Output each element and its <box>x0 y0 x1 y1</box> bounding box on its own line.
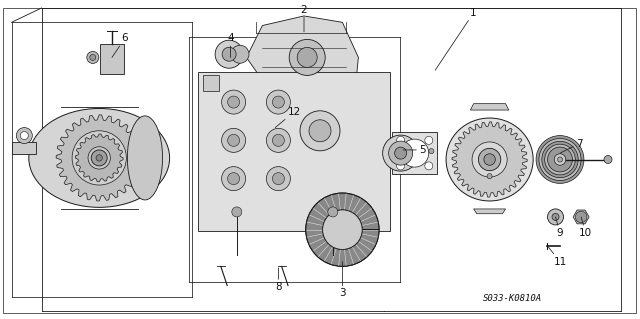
Circle shape <box>328 207 338 217</box>
Circle shape <box>221 90 246 114</box>
Circle shape <box>487 174 492 179</box>
Circle shape <box>90 55 96 60</box>
Circle shape <box>536 136 584 183</box>
Text: 10: 10 <box>579 217 592 238</box>
Circle shape <box>289 40 325 75</box>
Polygon shape <box>470 104 509 110</box>
Polygon shape <box>452 122 527 197</box>
Circle shape <box>232 207 242 217</box>
Circle shape <box>228 134 239 146</box>
Circle shape <box>395 147 406 159</box>
Text: 1: 1 <box>435 8 477 70</box>
Circle shape <box>397 136 404 145</box>
Text: 6: 6 <box>112 33 128 57</box>
Circle shape <box>604 155 612 164</box>
Circle shape <box>222 47 236 61</box>
Circle shape <box>266 90 291 114</box>
Circle shape <box>554 154 566 165</box>
Circle shape <box>231 45 249 63</box>
Circle shape <box>539 138 581 181</box>
Circle shape <box>72 131 126 185</box>
Circle shape <box>425 162 433 170</box>
Text: 7: 7 <box>560 138 582 153</box>
Circle shape <box>557 157 563 162</box>
Polygon shape <box>246 16 358 102</box>
Circle shape <box>273 173 284 185</box>
Text: 4: 4 <box>227 33 234 57</box>
Circle shape <box>273 134 284 146</box>
Ellipse shape <box>552 213 559 220</box>
Circle shape <box>221 128 246 152</box>
Polygon shape <box>474 209 506 214</box>
Circle shape <box>484 154 495 165</box>
Text: 3: 3 <box>339 262 346 299</box>
Circle shape <box>17 128 32 144</box>
Circle shape <box>309 120 331 142</box>
Circle shape <box>266 128 291 152</box>
Text: 11: 11 <box>547 246 566 267</box>
Circle shape <box>228 173 239 185</box>
Ellipse shape <box>29 108 170 207</box>
Circle shape <box>221 167 246 191</box>
Text: 8: 8 <box>275 268 282 292</box>
Circle shape <box>228 96 239 108</box>
Bar <box>100 44 124 74</box>
Circle shape <box>388 141 413 165</box>
Text: S033-K0810A: S033-K0810A <box>483 294 542 303</box>
Circle shape <box>88 147 110 169</box>
Circle shape <box>273 96 284 108</box>
Text: 5: 5 <box>403 145 426 155</box>
Circle shape <box>300 111 340 151</box>
Polygon shape <box>56 115 142 201</box>
Circle shape <box>297 48 317 67</box>
Circle shape <box>429 149 434 154</box>
Circle shape <box>545 144 575 175</box>
Circle shape <box>542 141 578 178</box>
Circle shape <box>266 167 291 191</box>
Circle shape <box>383 135 419 171</box>
Circle shape <box>472 142 507 177</box>
Circle shape <box>92 150 107 166</box>
Text: 2: 2 <box>301 4 307 32</box>
Circle shape <box>20 131 28 140</box>
Ellipse shape <box>127 116 163 200</box>
Circle shape <box>96 155 102 161</box>
Text: 12: 12 <box>275 107 301 128</box>
Circle shape <box>87 51 99 63</box>
Circle shape <box>401 139 429 167</box>
Polygon shape <box>306 193 379 266</box>
Circle shape <box>548 147 572 172</box>
Circle shape <box>479 148 500 171</box>
Polygon shape <box>76 134 123 182</box>
Circle shape <box>215 40 243 68</box>
Bar <box>392 132 437 174</box>
Ellipse shape <box>446 118 533 201</box>
Circle shape <box>397 162 404 170</box>
Circle shape <box>545 149 550 154</box>
Circle shape <box>575 211 587 223</box>
Bar <box>12 142 36 154</box>
Ellipse shape <box>548 209 564 225</box>
Circle shape <box>425 136 433 145</box>
Bar <box>204 75 219 91</box>
Polygon shape <box>573 210 589 224</box>
Circle shape <box>323 210 362 249</box>
Text: 9: 9 <box>556 217 563 238</box>
Bar <box>198 72 390 231</box>
